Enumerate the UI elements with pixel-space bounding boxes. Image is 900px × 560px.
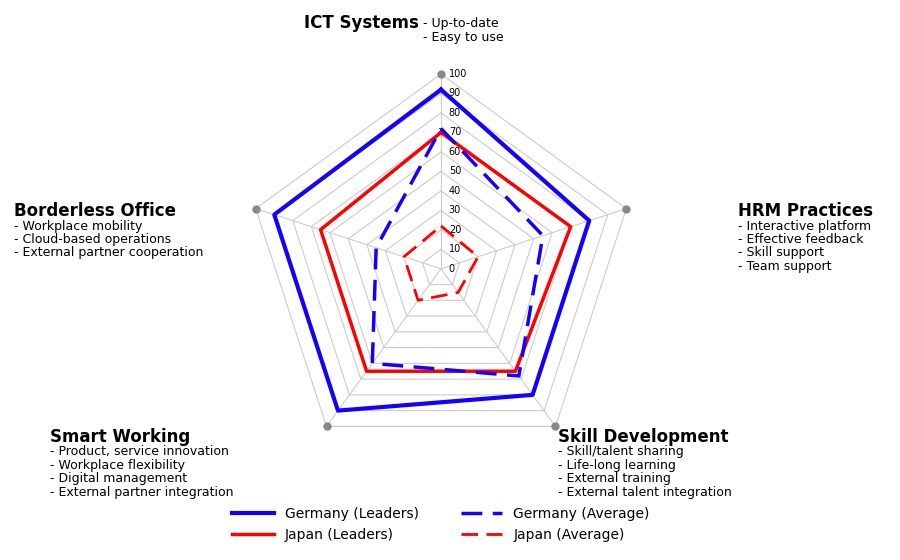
Text: 90: 90 (449, 88, 461, 99)
Text: 50: 50 (449, 166, 461, 176)
Text: - External training: - External training (558, 472, 670, 485)
Text: - Workplace mobility: - Workplace mobility (14, 220, 142, 232)
Text: - Skill/talent sharing: - Skill/talent sharing (558, 445, 684, 458)
Text: - Product, service innovation: - Product, service innovation (50, 445, 229, 458)
Text: 0: 0 (449, 264, 454, 274)
Text: - Effective feedback: - Effective feedback (738, 233, 863, 246)
Text: 80: 80 (449, 108, 461, 118)
Text: 60: 60 (449, 147, 461, 157)
Text: HRM Practices: HRM Practices (738, 202, 873, 220)
Text: 30: 30 (449, 206, 461, 216)
Legend: Germany (Leaders), Japan (Leaders), Germany (Average), Japan (Average): Germany (Leaders), Japan (Leaders), Germ… (227, 501, 655, 548)
Text: - Life-long learning: - Life-long learning (558, 459, 676, 472)
Text: - Cloud-based operations: - Cloud-based operations (14, 233, 171, 246)
Text: 10: 10 (449, 244, 461, 254)
Text: Borderless Office: Borderless Office (14, 202, 176, 220)
Text: - External partner cooperation: - External partner cooperation (14, 246, 203, 259)
Text: 100: 100 (449, 69, 467, 79)
Text: - Up-to-date: - Up-to-date (423, 17, 499, 30)
Text: - External talent integration: - External talent integration (558, 486, 732, 498)
Text: - Interactive platform: - Interactive platform (738, 220, 871, 232)
Text: 70: 70 (449, 128, 461, 137)
Text: - Skill support: - Skill support (738, 246, 824, 259)
Text: 20: 20 (449, 225, 461, 235)
Text: - Team support: - Team support (738, 260, 832, 273)
Text: Smart Working: Smart Working (50, 428, 190, 446)
Text: 40: 40 (449, 186, 461, 196)
Text: ICT Systems: ICT Systems (303, 14, 418, 32)
Text: - Digital management: - Digital management (50, 472, 186, 485)
Text: - Workplace flexibility: - Workplace flexibility (50, 459, 184, 472)
Text: Skill Development: Skill Development (558, 428, 728, 446)
Text: - Easy to use: - Easy to use (423, 31, 504, 44)
Text: - External partner integration: - External partner integration (50, 486, 233, 498)
